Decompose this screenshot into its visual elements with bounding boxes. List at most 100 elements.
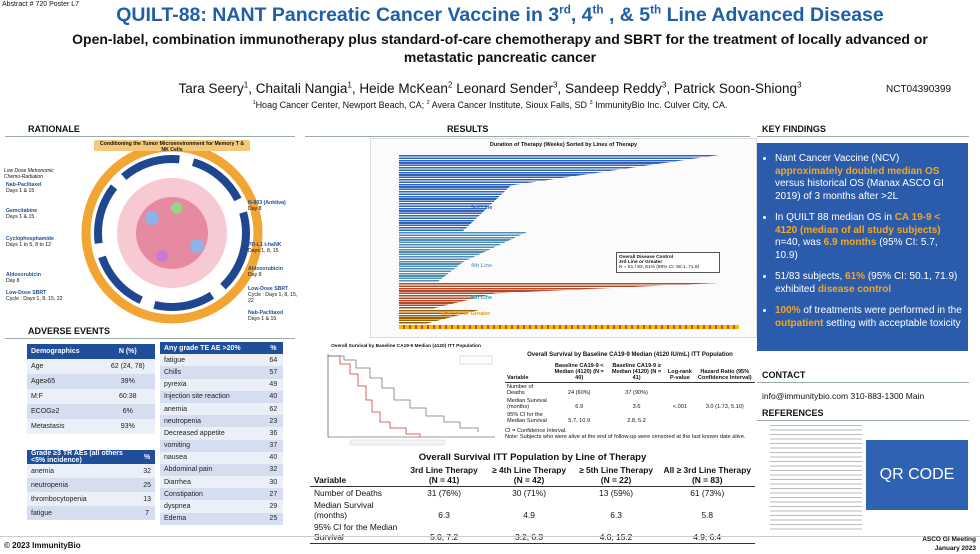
highlight-text: disease control bbox=[817, 283, 892, 295]
table-cell bbox=[695, 383, 756, 398]
rationale-diagram: Conditioning the Tumor Microenvironment … bbox=[2, 138, 300, 324]
table-cell: 3.2, 6.3 bbox=[485, 521, 573, 544]
table-cell: 30 bbox=[263, 476, 283, 489]
text-segment: , Sandeep Reddy bbox=[557, 81, 662, 96]
copyright: © 2023 ImmunityBio bbox=[4, 541, 81, 550]
table-cell: thrombocytopenia bbox=[27, 492, 140, 506]
table-row: nausea 40 bbox=[160, 451, 283, 464]
table-row: vomiting 37 bbox=[160, 439, 283, 452]
table-cell: 30 (71%) bbox=[512, 488, 547, 498]
table-cell: <.001 bbox=[672, 404, 687, 410]
table-cell: 62 (24, 78) bbox=[100, 359, 155, 374]
table: Any grade TE AE >20%% fatigue 64 Chills 57 py… bbox=[160, 342, 283, 525]
table-note: Note: Subjects who were alive at the end… bbox=[505, 434, 746, 440]
agent-name: Low-Dose SBRT bbox=[6, 290, 47, 296]
table-cell bbox=[695, 411, 756, 425]
table-row: fatigue 64 bbox=[160, 354, 283, 367]
table: Variable Baseline CA19-9 < Median (4120) … bbox=[505, 362, 755, 425]
table-row: Age 62 (24, 78) bbox=[27, 359, 155, 374]
highlight-text: CA 19-9 < 4120 (median of all study subj… bbox=[775, 212, 941, 236]
table-cell: Median Survival (months) bbox=[507, 398, 547, 410]
table-cell: 62 bbox=[263, 402, 283, 416]
text-segment: setting with acceptable toxicity bbox=[823, 317, 961, 329]
table-cell: fatigue bbox=[160, 354, 264, 367]
table-row: Median Survival (months) 6.3 4.9 6.3 5.8 bbox=[310, 499, 755, 521]
text-segment: 51/83 subjects, bbox=[775, 271, 846, 282]
divider bbox=[5, 136, 295, 137]
meeting-date: January 2023 bbox=[934, 545, 976, 552]
table-cell: Age≥65 bbox=[27, 374, 101, 389]
table-row: Number of Deaths 31 (76%) 30 (71%) 13 (59%)… bbox=[310, 487, 755, 500]
column-header: 3rd Line Therapy (N = 41) bbox=[402, 464, 486, 487]
header-row: Demographics N (%) bbox=[27, 344, 155, 359]
table-row: neutropenia 25 bbox=[27, 478, 155, 492]
table-row: thrombocytopenia 13 bbox=[27, 492, 155, 506]
agent-schedule: Days 1 & 15 bbox=[248, 316, 277, 322]
table-cell: 23 bbox=[263, 415, 283, 428]
agent-name: Gemcitabine bbox=[6, 208, 38, 214]
cell bbox=[190, 239, 204, 253]
table-cell: 49 bbox=[263, 378, 283, 391]
bullet: 100% of treatments were performed in the… bbox=[775, 305, 962, 330]
column-header: Demographics bbox=[27, 344, 101, 359]
line-label: 5th Line bbox=[471, 295, 493, 301]
reference-list bbox=[770, 425, 862, 533]
text-segment: 2 bbox=[447, 80, 453, 90]
abstract-number: Abstract # 720 Poster L7 bbox=[2, 1, 80, 8]
table-cell: 29 bbox=[263, 500, 283, 513]
table-cell: 95% CI for the Median Survival bbox=[507, 412, 547, 424]
table-cell: 2.8, 5.2 bbox=[627, 418, 646, 424]
table-cell: fatigue bbox=[27, 506, 140, 520]
table-cell: 13 bbox=[139, 492, 155, 506]
agent-label: Cyclophosphamide Days 1 to 5, 8 to 12 bbox=[6, 236, 68, 248]
table-cell: Chills bbox=[160, 366, 264, 379]
trial-id: NCT04390399 bbox=[886, 84, 952, 95]
bullet: In QUILT 88 median OS in CA 19-9 < 4120 … bbox=[775, 212, 962, 262]
text-segment: (95% CI: 50.1, 71.9) exhibited bbox=[775, 271, 958, 295]
column-header: Hazard Ratio (95% Confidence Interval) bbox=[694, 362, 755, 383]
table-cell: 40 bbox=[263, 451, 283, 464]
table-cell: 95% CI for the Median Survival bbox=[310, 521, 403, 544]
text-segment: 3 bbox=[796, 80, 802, 90]
table-row: anemia 32 bbox=[27, 464, 155, 478]
text-segment: Line Advanced Disease bbox=[661, 4, 884, 26]
table-cell: neutropenia bbox=[27, 478, 140, 492]
highlight-text: approximately doubled median OS bbox=[775, 165, 940, 177]
table-row: pyrexia 49 bbox=[160, 378, 283, 391]
column-header: Baseline CA19-9 ≥ Median (4120) (N = 41) bbox=[607, 362, 666, 383]
table-row: fatigue 7 bbox=[27, 506, 155, 520]
table-row: Edema 25 bbox=[160, 512, 283, 525]
table-cell: 3.6 bbox=[632, 404, 641, 410]
divider bbox=[757, 382, 969, 383]
agent-name: Aldoxorubicin bbox=[6, 272, 41, 278]
text-segment: 1 bbox=[243, 80, 249, 90]
agent-schedule: Day 8 bbox=[248, 206, 262, 212]
legend bbox=[349, 439, 446, 446]
section-heading: RESULTS bbox=[447, 124, 489, 134]
swimmer-bars bbox=[399, 283, 719, 309]
contact-text: info@immunitybio.com 310-883-1300 Main bbox=[762, 391, 925, 401]
table-cell: Number of Deaths bbox=[507, 384, 534, 396]
km-title: Overall Survival by Baseline CA19-9 Medi… bbox=[331, 344, 481, 349]
legend bbox=[459, 355, 493, 365]
km-curve bbox=[328, 355, 421, 437]
affiliations: 1Hoag Cancer Center, Newport Beach, CA; … bbox=[0, 100, 980, 110]
table-cell: 5.7, 10.9 bbox=[568, 418, 591, 424]
text-segment: 1 bbox=[347, 80, 352, 90]
agent-label: Aldoxorubicin Day 8 bbox=[248, 266, 300, 278]
column-header: % bbox=[139, 450, 155, 464]
key-findings-box: Nant Cancer Vaccine (NCV) approximately … bbox=[757, 143, 968, 351]
agent-label: Aldoxorubicin Day 8 bbox=[6, 272, 68, 284]
table-row: ECOG≥2 6% bbox=[27, 404, 155, 419]
agent-schedule: Cycle : Days 1, 8, 15, 22 bbox=[248, 292, 298, 304]
table-cell: Diarrhea bbox=[160, 476, 264, 489]
table-title: Overall Survival by Baseline CA19-9 Medi… bbox=[527, 352, 733, 358]
agent-name: Nab-Paclitaxel bbox=[248, 310, 284, 316]
table-cell: 57 bbox=[263, 366, 283, 379]
column-header: All ≥ 3rd Line Therapy (N = 83) bbox=[659, 464, 755, 487]
column-header: Variable bbox=[505, 362, 551, 383]
text-segment: , 4 bbox=[570, 4, 593, 26]
table-cell: 6.3 bbox=[438, 510, 450, 520]
table-cell: 37 bbox=[263, 439, 283, 452]
